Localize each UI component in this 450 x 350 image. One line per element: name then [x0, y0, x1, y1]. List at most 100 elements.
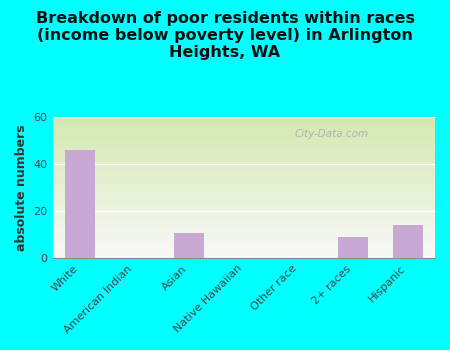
Bar — [53, 185, 435, 186]
Bar — [53, 232, 435, 233]
Bar — [53, 146, 435, 147]
Bar — [53, 231, 435, 232]
Bar — [53, 126, 435, 127]
Bar — [53, 222, 435, 223]
Bar — [53, 256, 435, 257]
Bar — [53, 165, 435, 166]
Bar — [53, 215, 435, 216]
Bar — [53, 184, 435, 185]
Bar — [53, 170, 435, 171]
Bar — [53, 140, 435, 141]
Bar — [53, 218, 435, 219]
Bar — [53, 128, 435, 129]
Bar — [53, 181, 435, 182]
Bar — [53, 118, 435, 119]
Bar — [53, 187, 435, 188]
Bar — [53, 176, 435, 177]
Bar — [53, 198, 435, 199]
Bar — [53, 179, 435, 180]
Bar — [53, 257, 435, 258]
Bar — [53, 216, 435, 217]
Bar — [53, 248, 435, 249]
Bar — [53, 206, 435, 207]
Bar — [53, 212, 435, 213]
Bar — [53, 246, 435, 247]
Bar — [53, 207, 435, 208]
Bar — [53, 237, 435, 238]
Bar — [53, 151, 435, 152]
Bar — [53, 227, 435, 228]
Bar — [53, 242, 435, 243]
Bar — [53, 177, 435, 178]
Bar — [53, 138, 435, 139]
Bar — [53, 251, 435, 252]
Bar — [53, 163, 435, 164]
Bar — [53, 220, 435, 221]
Bar — [53, 183, 435, 184]
Bar — [53, 130, 435, 131]
Bar — [53, 234, 435, 235]
Bar — [53, 213, 435, 214]
Bar — [53, 241, 435, 242]
Bar — [53, 120, 435, 121]
Bar — [53, 197, 435, 198]
Bar — [53, 203, 435, 204]
Bar — [53, 164, 435, 165]
Bar — [53, 152, 435, 153]
Bar — [53, 186, 435, 187]
Bar — [53, 175, 435, 176]
Bar — [53, 253, 435, 254]
Bar — [53, 121, 435, 122]
Bar — [53, 239, 435, 240]
Bar — [53, 134, 435, 135]
Bar — [53, 210, 435, 211]
Bar — [393, 225, 423, 258]
Bar — [53, 219, 435, 220]
Bar — [53, 142, 435, 143]
Bar — [53, 129, 435, 130]
Bar — [53, 211, 435, 212]
Bar — [53, 119, 435, 120]
Bar — [53, 199, 435, 200]
Bar — [53, 200, 435, 201]
Text: City-Data.com: City-Data.com — [295, 129, 369, 139]
Bar — [53, 195, 435, 196]
Bar — [53, 135, 435, 136]
Bar — [53, 254, 435, 255]
Bar — [53, 229, 435, 230]
Bar — [53, 154, 435, 155]
Bar — [53, 124, 435, 125]
Bar — [53, 191, 435, 192]
Bar — [53, 162, 435, 163]
Bar — [53, 250, 435, 251]
Bar — [53, 136, 435, 137]
Bar — [53, 169, 435, 170]
Bar — [53, 201, 435, 202]
Y-axis label: absolute numbers: absolute numbers — [15, 124, 28, 251]
Bar — [53, 145, 435, 146]
Bar — [53, 221, 435, 222]
Bar — [53, 149, 435, 150]
Bar — [338, 237, 368, 258]
Bar — [53, 166, 435, 167]
Bar — [53, 156, 435, 157]
Bar — [53, 167, 435, 168]
Bar — [53, 190, 435, 191]
Bar — [53, 230, 435, 231]
Bar — [53, 141, 435, 142]
Bar — [53, 202, 435, 203]
Bar — [53, 214, 435, 215]
Bar — [53, 255, 435, 256]
Bar — [53, 173, 435, 174]
Bar — [53, 160, 435, 161]
Bar — [53, 172, 435, 173]
Bar — [53, 245, 435, 246]
Bar — [53, 132, 435, 133]
Text: Breakdown of poor residents within races
(income below poverty level) in Arlingt: Breakdown of poor residents within races… — [36, 10, 414, 60]
Bar — [53, 208, 435, 209]
Bar — [53, 194, 435, 195]
Bar — [53, 148, 435, 149]
Bar — [53, 150, 435, 151]
Bar — [53, 117, 435, 118]
Bar — [53, 133, 435, 134]
